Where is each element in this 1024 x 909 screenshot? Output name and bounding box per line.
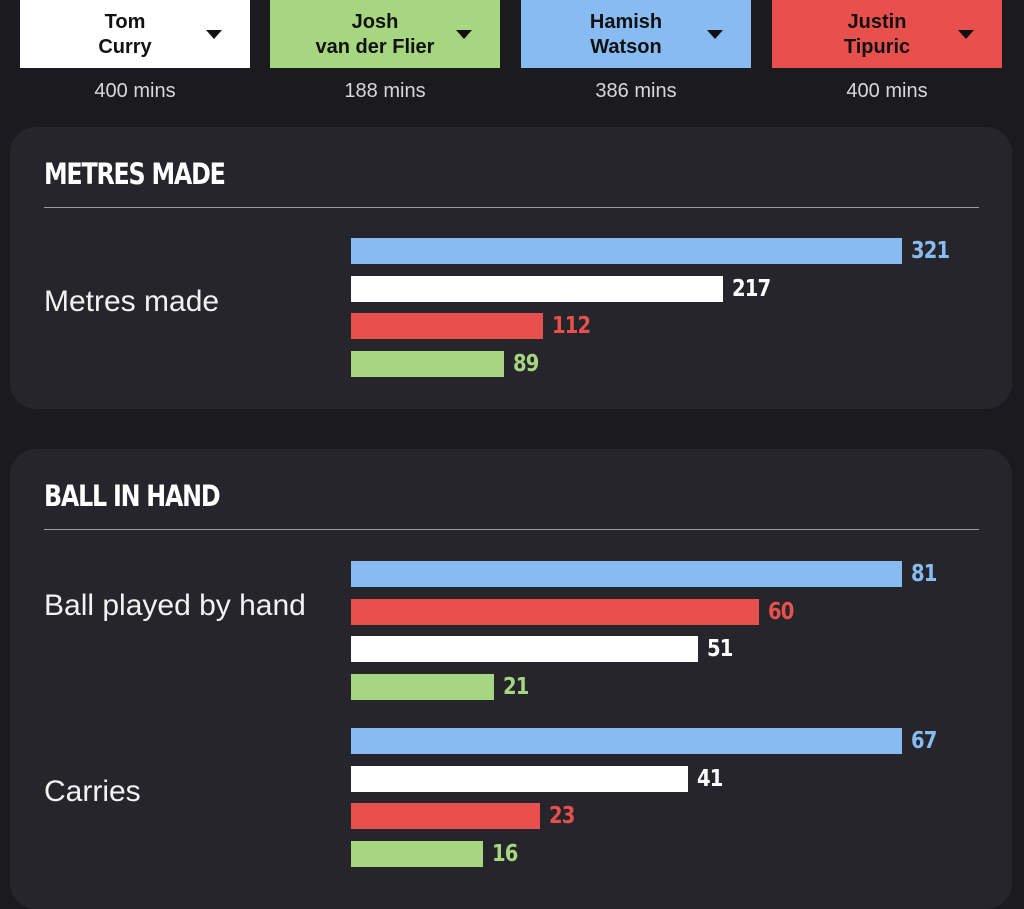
bar-van_der_flier — [351, 674, 494, 700]
bar-value-watson: 67 — [911, 728, 937, 754]
chevron-down-icon — [456, 30, 472, 39]
section-divider — [44, 529, 979, 530]
bar-curry — [351, 276, 723, 302]
bar-value-van_der_flier: 16 — [492, 841, 518, 867]
player-select-curry[interactable]: Tom Curry — [20, 0, 250, 68]
player-select-tipuric[interactable]: Justin Tipuric — [772, 0, 1002, 68]
bar-value-curry: 217 — [732, 276, 771, 302]
minutes-played-curry: 400 mins — [94, 80, 176, 102]
bar-value-watson: 321 — [911, 238, 950, 264]
bar-watson — [351, 238, 902, 264]
bar-van_der_flier — [351, 351, 504, 377]
player-name-curry: Tom Curry — [98, 11, 152, 58]
section-title: BALL IN HAND — [44, 479, 221, 513]
bar-value-watson: 81 — [911, 561, 937, 587]
minutes-played-watson: 386 mins — [595, 80, 677, 102]
bar-van_der_flier — [351, 841, 483, 867]
bar-value-tipuric: 23 — [549, 803, 575, 829]
bar-value-van_der_flier: 21 — [503, 674, 529, 700]
minutes-played-tipuric: 400 mins — [846, 80, 928, 102]
stat-label-carries: Carries — [44, 775, 141, 808]
player-selector-row: Tom Curry Josh van der Flier Hamish Wats… — [20, 0, 1002, 102]
player-name-tipuric: Justin Tipuric — [843, 11, 911, 58]
bar-tipuric — [351, 599, 759, 625]
bar-value-tipuric: 60 — [768, 599, 794, 625]
bar-tipuric — [351, 313, 543, 339]
metres-made-card: METRES MADE Metres made 321 217 112 89 — [10, 127, 1012, 409]
bar-value-van_der_flier: 89 — [513, 351, 539, 377]
bar-curry — [351, 636, 698, 662]
chevron-down-icon — [958, 30, 974, 39]
bar-value-tipuric: 112 — [552, 313, 591, 339]
player-select-van-der-flier[interactable]: Josh van der Flier — [270, 0, 500, 68]
section-divider — [44, 207, 979, 208]
stat-label-metres-made: Metres made — [44, 285, 220, 318]
bar-watson — [351, 561, 902, 587]
chevron-down-icon — [707, 30, 723, 39]
bar-value-curry: 41 — [697, 766, 723, 792]
ball-in-hand-card: BALL IN HAND Ball played by hand Carries… — [10, 449, 1012, 909]
player-name-watson: Hamish Watson — [589, 11, 663, 58]
minutes-played-van-der-flier: 188 mins — [344, 80, 426, 102]
bar-watson — [351, 728, 902, 754]
stat-label-ball-played-by-hand: Ball played by hand — [44, 589, 306, 622]
player-name-van-der-flier: Josh van der Flier — [315, 11, 435, 58]
chevron-down-icon — [206, 30, 222, 39]
section-title: METRES MADE — [44, 157, 226, 191]
bar-value-curry: 51 — [707, 636, 733, 662]
bar-curry — [351, 766, 688, 792]
player-select-watson[interactable]: Hamish Watson — [521, 0, 751, 68]
bar-tipuric — [351, 803, 540, 829]
